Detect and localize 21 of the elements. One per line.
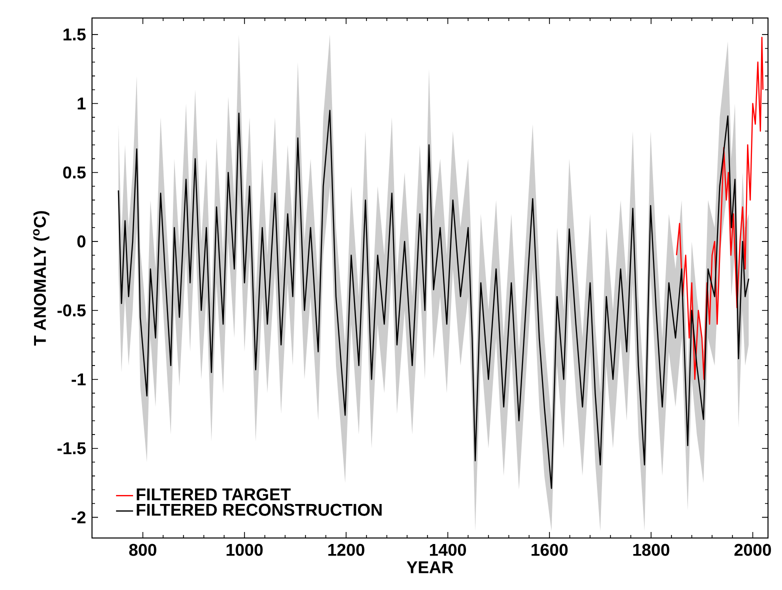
x-tick-label: 800 — [129, 544, 156, 556]
x-tick-label: 1000 — [226, 544, 263, 556]
line-series — [676, 36, 764, 380]
y-tick-label: -1.5 — [58, 442, 86, 454]
y-tick-label: -0.5 — [58, 304, 86, 316]
y-axis-title: T ANOMALY ($^{o}$C) — [33, 211, 50, 346]
y-tick-label: 0.5 — [63, 166, 86, 179]
y-tick-label: 1 — [78, 98, 86, 110]
legend-label: FILTERED RECONSTRUCTION — [136, 504, 382, 516]
y-tick-label: -1 — [72, 374, 86, 386]
x-tick-label: 1600 — [532, 544, 568, 556]
y-tick-label: 0 — [77, 235, 86, 248]
x-tick-label: 1800 — [633, 544, 670, 556]
legend-label: FILTERED TARGET — [136, 488, 291, 500]
y-tick-label: 1.5 — [64, 28, 86, 40]
x-axis-title: YEAR — [406, 561, 454, 574]
x-tick-label: 1200 — [328, 544, 364, 556]
x-tick-label: 1400 — [430, 544, 466, 556]
x-tick-label: 2000 — [734, 544, 771, 556]
line-series — [118, 110, 750, 489]
y-tick-label: -2 — [72, 511, 86, 524]
